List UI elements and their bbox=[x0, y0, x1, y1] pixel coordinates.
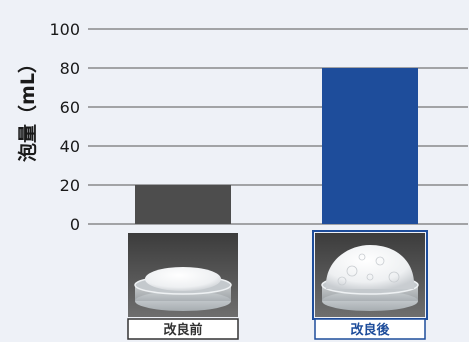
y-tick-label: 40 bbox=[60, 137, 80, 156]
y-tick-label: 20 bbox=[60, 176, 80, 195]
y-tick-label: 0 bbox=[70, 215, 80, 234]
foam-photo bbox=[128, 233, 238, 317]
y-tick-label: 60 bbox=[60, 98, 80, 117]
category-label-box bbox=[314, 318, 426, 340]
category-label: 改良前 bbox=[163, 322, 202, 338]
foam-photo bbox=[312, 230, 428, 320]
bar bbox=[135, 185, 231, 224]
y-axis: 0 20 40 60 80 100 bbox=[49, 20, 80, 234]
y-tick-label: 80 bbox=[60, 59, 80, 78]
category-labels: 改良前 改良後 bbox=[127, 318, 426, 340]
bar bbox=[322, 68, 418, 224]
bars bbox=[135, 68, 418, 224]
photos bbox=[128, 230, 428, 320]
y-axis-label: 泡量（mL） bbox=[16, 54, 39, 162]
category-label-box bbox=[127, 318, 239, 340]
category-label: 改良後 bbox=[350, 322, 390, 338]
y-tick-label: 100 bbox=[49, 20, 80, 39]
